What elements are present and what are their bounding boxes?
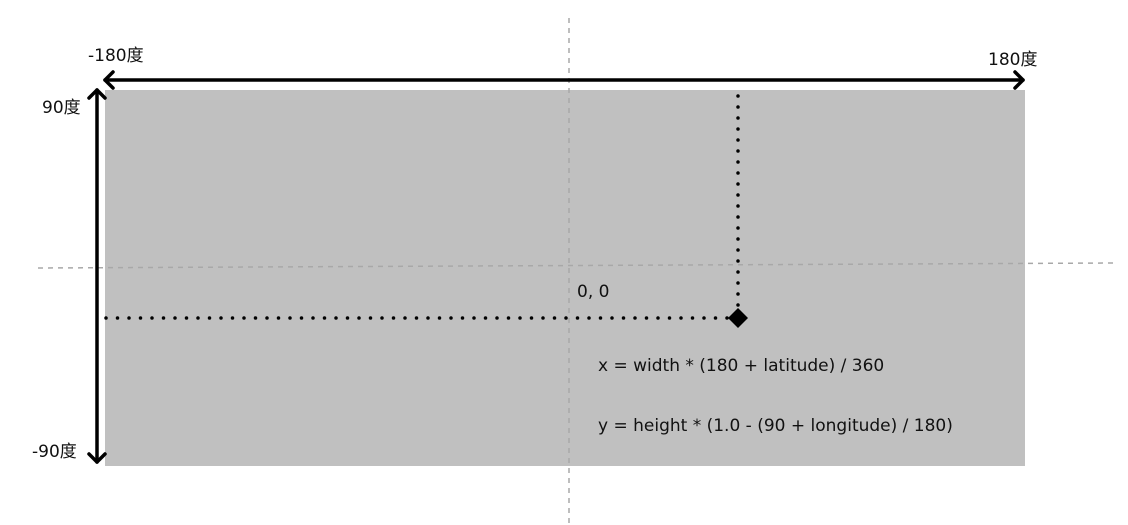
label: 0, 0 [577, 282, 609, 302]
label: 90度 [42, 98, 81, 118]
map-area [105, 90, 1025, 466]
label: -90度 [32, 442, 77, 462]
arrowhead [87, 452, 107, 464]
arrowhead [103, 70, 115, 90]
formula: x = width * (180 + latitude) / 360 [598, 356, 884, 376]
axes-arrows [87, 70, 1025, 464]
point-marker [728, 308, 748, 328]
label: 180度 [988, 50, 1037, 70]
formula: y = height * (1.0 - (90 + longitude) / 1… [598, 416, 953, 436]
arrowhead [87, 88, 107, 100]
arrowhead [1013, 70, 1025, 90]
label: -180度 [88, 46, 144, 66]
